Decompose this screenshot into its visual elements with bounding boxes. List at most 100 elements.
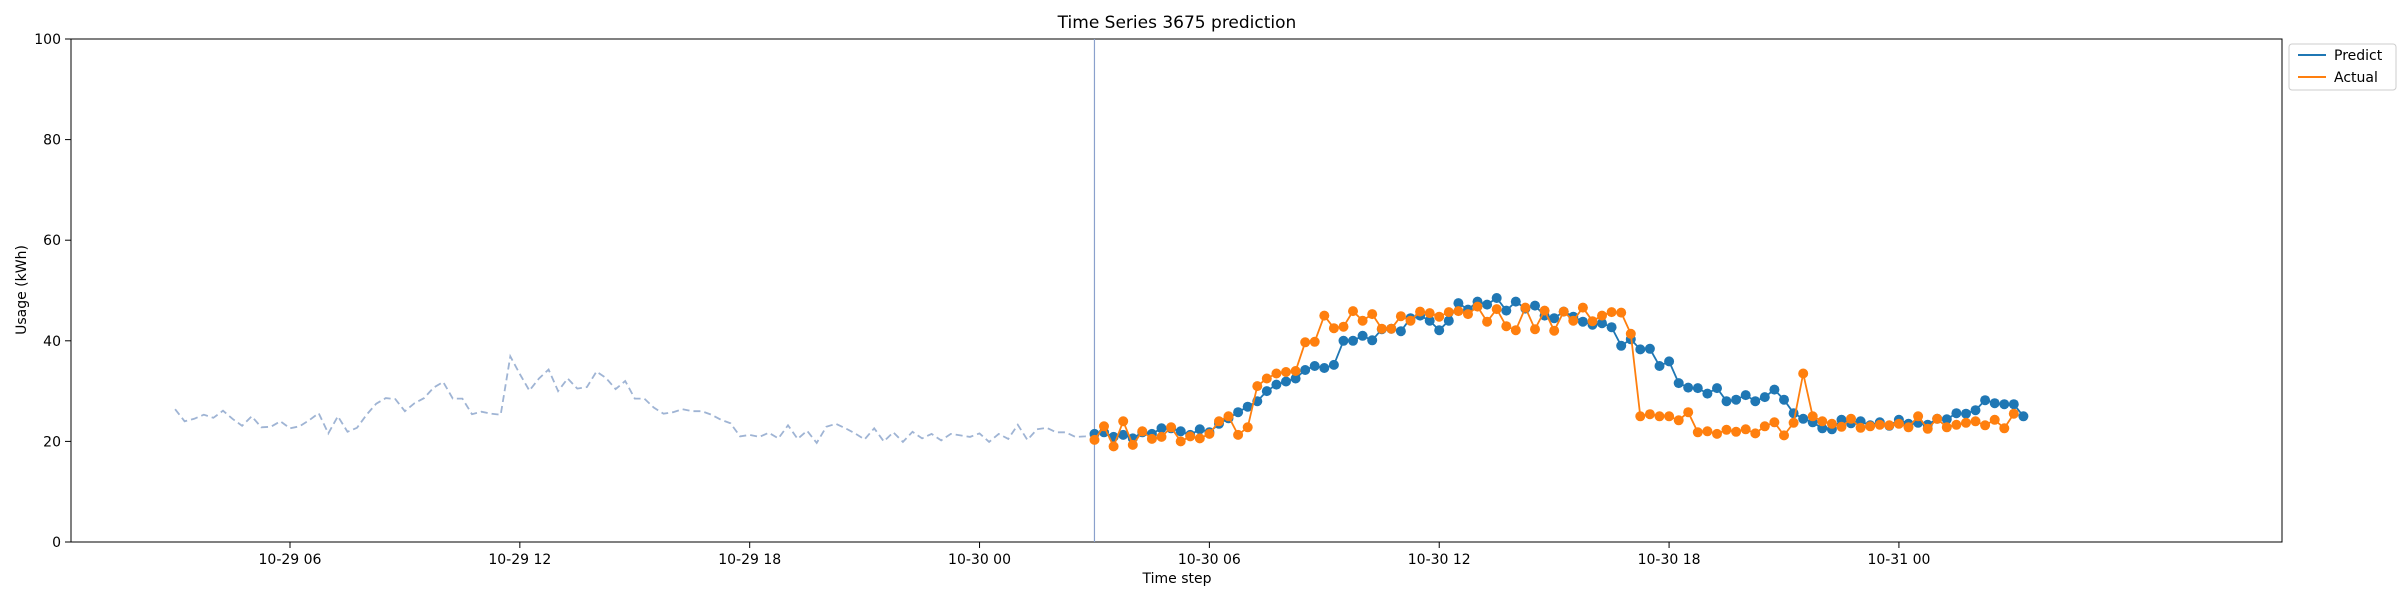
data-point-predict [1731,394,1742,405]
data-point-predict [1941,414,1952,425]
data-point-actual [1817,416,1828,427]
data-point-actual [1214,416,1224,427]
data-point-actual [1654,411,1665,422]
data-point-predict [1817,423,1828,434]
x-tick-label: 10-30 18 [1638,552,1701,568]
data-point-actual [1913,411,1924,422]
data-point-actual [1788,417,1799,428]
data-point-predict [1750,396,1761,407]
data-point-predict [1319,363,1330,373]
y-tick-label: 60 [43,233,61,249]
data-point-predict [1616,340,1627,351]
data-point-predict [1836,414,1847,425]
data-point-actual [1348,306,1358,317]
data-point-predict [1338,335,1349,346]
data-point-actual [2008,408,2019,419]
data-point-actual [1530,324,1540,335]
data-point-predict [2018,411,2029,422]
data-point-predict [1300,365,1311,375]
data-point-predict [1635,344,1646,355]
data-point-actual [1453,306,1464,317]
data-point-predict [1348,335,1358,346]
history-series [174,353,1105,445]
data-point-predict [1328,359,1339,370]
data-point-actual [1712,428,1722,439]
data-point-actual [1166,422,1177,433]
data-point-actual [1798,368,1809,379]
data-point-actual [1587,316,1598,327]
data-point-actual [1692,427,1703,438]
data-point-predict [1769,384,1780,395]
plot-area [70,38,2283,543]
x-tick-label: 10-30 00 [948,552,1011,568]
data-point-predict [1482,299,1493,310]
data-point-actual [1826,418,1837,429]
data-point-actual [1156,431,1167,442]
data-point-predict [1970,405,1981,416]
data-point-predict [1434,325,1445,336]
data-point-actual [1108,441,1119,452]
data-point-actual [1683,407,1694,418]
data-point-actual [1242,422,1253,433]
legend-label-actual: Actual [2334,70,2378,86]
data-point-actual [1146,433,1157,444]
legend-label-predict: Predict [2334,48,2383,64]
data-point-actual [1549,325,1560,336]
x-axis: 10-29 06 10-29 12 10-29 18 10-30 00 10-30 06… [259,542,1930,568]
data-point-actual [1300,337,1311,348]
data-point-predict [1989,398,2000,409]
data-point-predict [1443,315,1454,326]
data-point-actual [1558,306,1569,317]
data-point-actual [1405,315,1416,326]
data-point-predict [1156,423,1167,434]
data-point-actual [1223,411,1234,422]
x-tick-label: 10-30 06 [1178,552,1241,568]
data-point-actual [1491,304,1502,315]
data-point-actual [1903,422,1914,433]
data-point-actual [1415,306,1426,317]
data-point-actual [1644,409,1655,420]
data-point-predict [1577,316,1588,327]
data-point-predict [1721,396,1732,407]
y-axis: 0 20 40 60 80 100 [34,32,71,551]
data-point-predict [1367,335,1378,346]
data-point-actual [1194,433,1205,444]
data-point-predict [1644,343,1655,354]
data-point-actual [1118,416,1129,427]
chart-title: Time Series 3675 prediction [1057,13,1297,33]
data-point-predict [1261,386,1272,397]
data-point-predict [1597,318,1607,329]
data-point-actual [1367,309,1378,320]
data-point-actual [1846,413,1856,424]
data-point-actual [1376,323,1387,334]
x-axis-label: Time step [1142,571,1212,587]
data-point-predict [1290,373,1301,384]
data-point-actual [1395,311,1406,322]
data-point-predict [1395,326,1406,337]
data-point-predict [1999,399,2010,410]
data-point-actual [1252,381,1263,392]
data-point-actual [1836,421,1847,432]
y-tick-label: 80 [43,133,61,149]
data-point-predict [1281,376,1291,387]
data-point-actual [1510,325,1521,336]
data-point-predict [1491,293,1502,303]
data-point-actual [1175,436,1186,447]
data-point-predict [1501,305,1512,316]
data-point-actual [1721,424,1732,435]
data-point-actual [1673,415,1684,426]
data-point-actual [1577,302,1588,313]
y-axis-label: Usage (kWh) [14,245,30,335]
data-point-actual [1338,321,1349,332]
data-point-actual [1597,310,1607,321]
data-point-actual [1970,416,1981,427]
data-point-actual [1424,308,1435,319]
data-point-predict [1683,382,1694,393]
data-point-actual [1980,420,1991,431]
data-point-predict [1424,315,1435,326]
data-point-predict [1194,424,1205,435]
data-point-actual [1290,366,1301,376]
data-point-actual [1922,423,1933,434]
data-point-actual [1865,421,1876,432]
